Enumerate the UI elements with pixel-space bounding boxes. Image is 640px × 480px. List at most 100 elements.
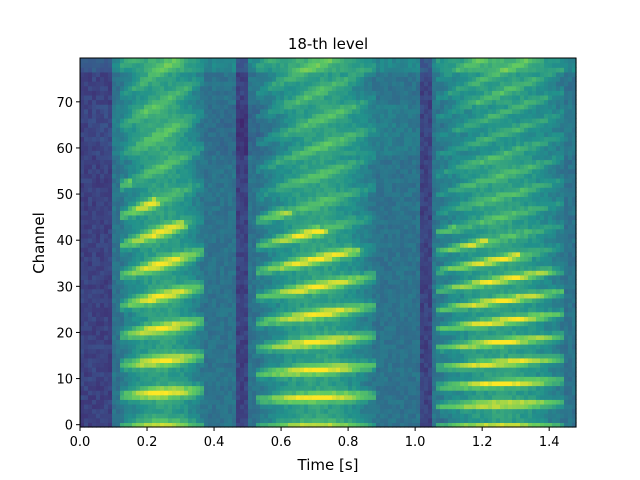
heatmap-cell [400,348,405,354]
heatmap-cell [372,270,377,276]
heatmap-cell [156,316,161,322]
heatmap-cell [476,422,481,428]
heatmap-cell [220,307,225,313]
heatmap-cell [100,362,105,368]
heatmap-cell [292,311,297,317]
heatmap-cell [564,302,569,308]
heatmap-cell [372,251,377,257]
heatmap-cell [356,376,361,382]
heatmap-cell [552,307,557,313]
heatmap-cell [448,367,453,373]
heatmap-cell [456,422,461,428]
heatmap-cell [560,247,565,253]
heatmap-cell [520,311,525,317]
heatmap-cell [364,251,369,257]
heatmap-cell [88,297,93,304]
heatmap-cell [116,362,121,368]
heatmap-cell [508,242,513,248]
heatmap-cell [172,270,177,276]
heatmap-cell [188,242,193,248]
heatmap-cell [188,270,193,276]
heatmap-cell [392,260,397,267]
heatmap-cell [212,247,217,253]
heatmap-cell [516,380,521,387]
heatmap-cell [276,376,281,382]
heatmap-cell [148,334,153,340]
heatmap-cell [204,343,209,350]
heatmap-cell [196,265,201,271]
heatmap-cell [324,367,329,373]
heatmap-cell [172,422,177,428]
heatmap-cell [316,247,321,253]
heatmap-cell [492,422,497,428]
heatmap-cell [140,297,145,304]
heatmap-cell [448,260,453,267]
heatmap-cell [572,413,577,419]
heatmap-cell [312,316,317,322]
heatmap-cell [424,403,429,410]
heatmap-cell [332,390,337,396]
heatmap-cell [112,339,117,345]
heatmap-cell [308,367,313,373]
heatmap-cell [364,422,369,428]
heatmap-cell [92,403,97,410]
heatmap-cell [380,413,385,419]
heatmap-cell [272,256,277,262]
heatmap-cell [480,302,485,308]
heatmap-cell [452,362,457,368]
heatmap-cell [564,325,569,331]
heatmap-cell [176,408,181,414]
heatmap-cell [224,357,229,364]
heatmap-cell [456,247,461,253]
heatmap-cell [424,284,429,290]
heatmap-cell [464,251,469,257]
heatmap-cell [404,265,409,271]
heatmap-cell [156,247,161,253]
heatmap-cell [396,371,401,377]
heatmap-cell [248,274,253,280]
heatmap-cell [112,362,117,368]
heatmap-cell [284,376,289,382]
heatmap-cell [532,320,537,327]
heatmap-cell [296,417,301,423]
heatmap-cell [148,237,153,244]
heatmap-cell [312,376,317,382]
heatmap-cell [320,274,325,280]
heatmap-cell [412,330,417,336]
heatmap-cell [364,307,369,313]
heatmap-cell [404,334,409,340]
heatmap-cell [388,408,393,414]
heatmap-cell [236,413,241,419]
heatmap-cell [108,279,113,285]
heatmap-cell [404,339,409,345]
heatmap-cell [260,307,265,313]
heatmap-cell [364,270,369,276]
heatmap-cell [548,320,553,327]
heatmap-cell [312,330,317,336]
heatmap-cell [272,357,277,364]
heatmap-cell [176,339,181,345]
heatmap-cell [168,362,173,368]
heatmap-cell [156,367,161,373]
heatmap-cell [192,394,197,400]
heatmap-cell [568,288,573,294]
heatmap-cell [448,343,453,350]
heatmap-cell [364,330,369,336]
heatmap-cell [116,256,121,262]
heatmap-cell [104,265,109,271]
heatmap-cell [320,270,325,276]
heatmap-cell [428,348,433,354]
heatmap-cell [176,348,181,354]
heatmap-cell [508,376,513,382]
heatmap-cell [276,422,281,428]
heatmap-cell [348,297,353,304]
heatmap-cell [432,270,437,276]
heatmap-cell [348,394,353,400]
heatmap-cell [452,316,457,322]
heatmap-cell [480,247,485,253]
heatmap-cell [560,325,565,331]
heatmap-cell [308,408,313,414]
heatmap-cell [476,408,481,414]
heatmap-cell [396,302,401,308]
heatmap-cell [292,251,297,257]
